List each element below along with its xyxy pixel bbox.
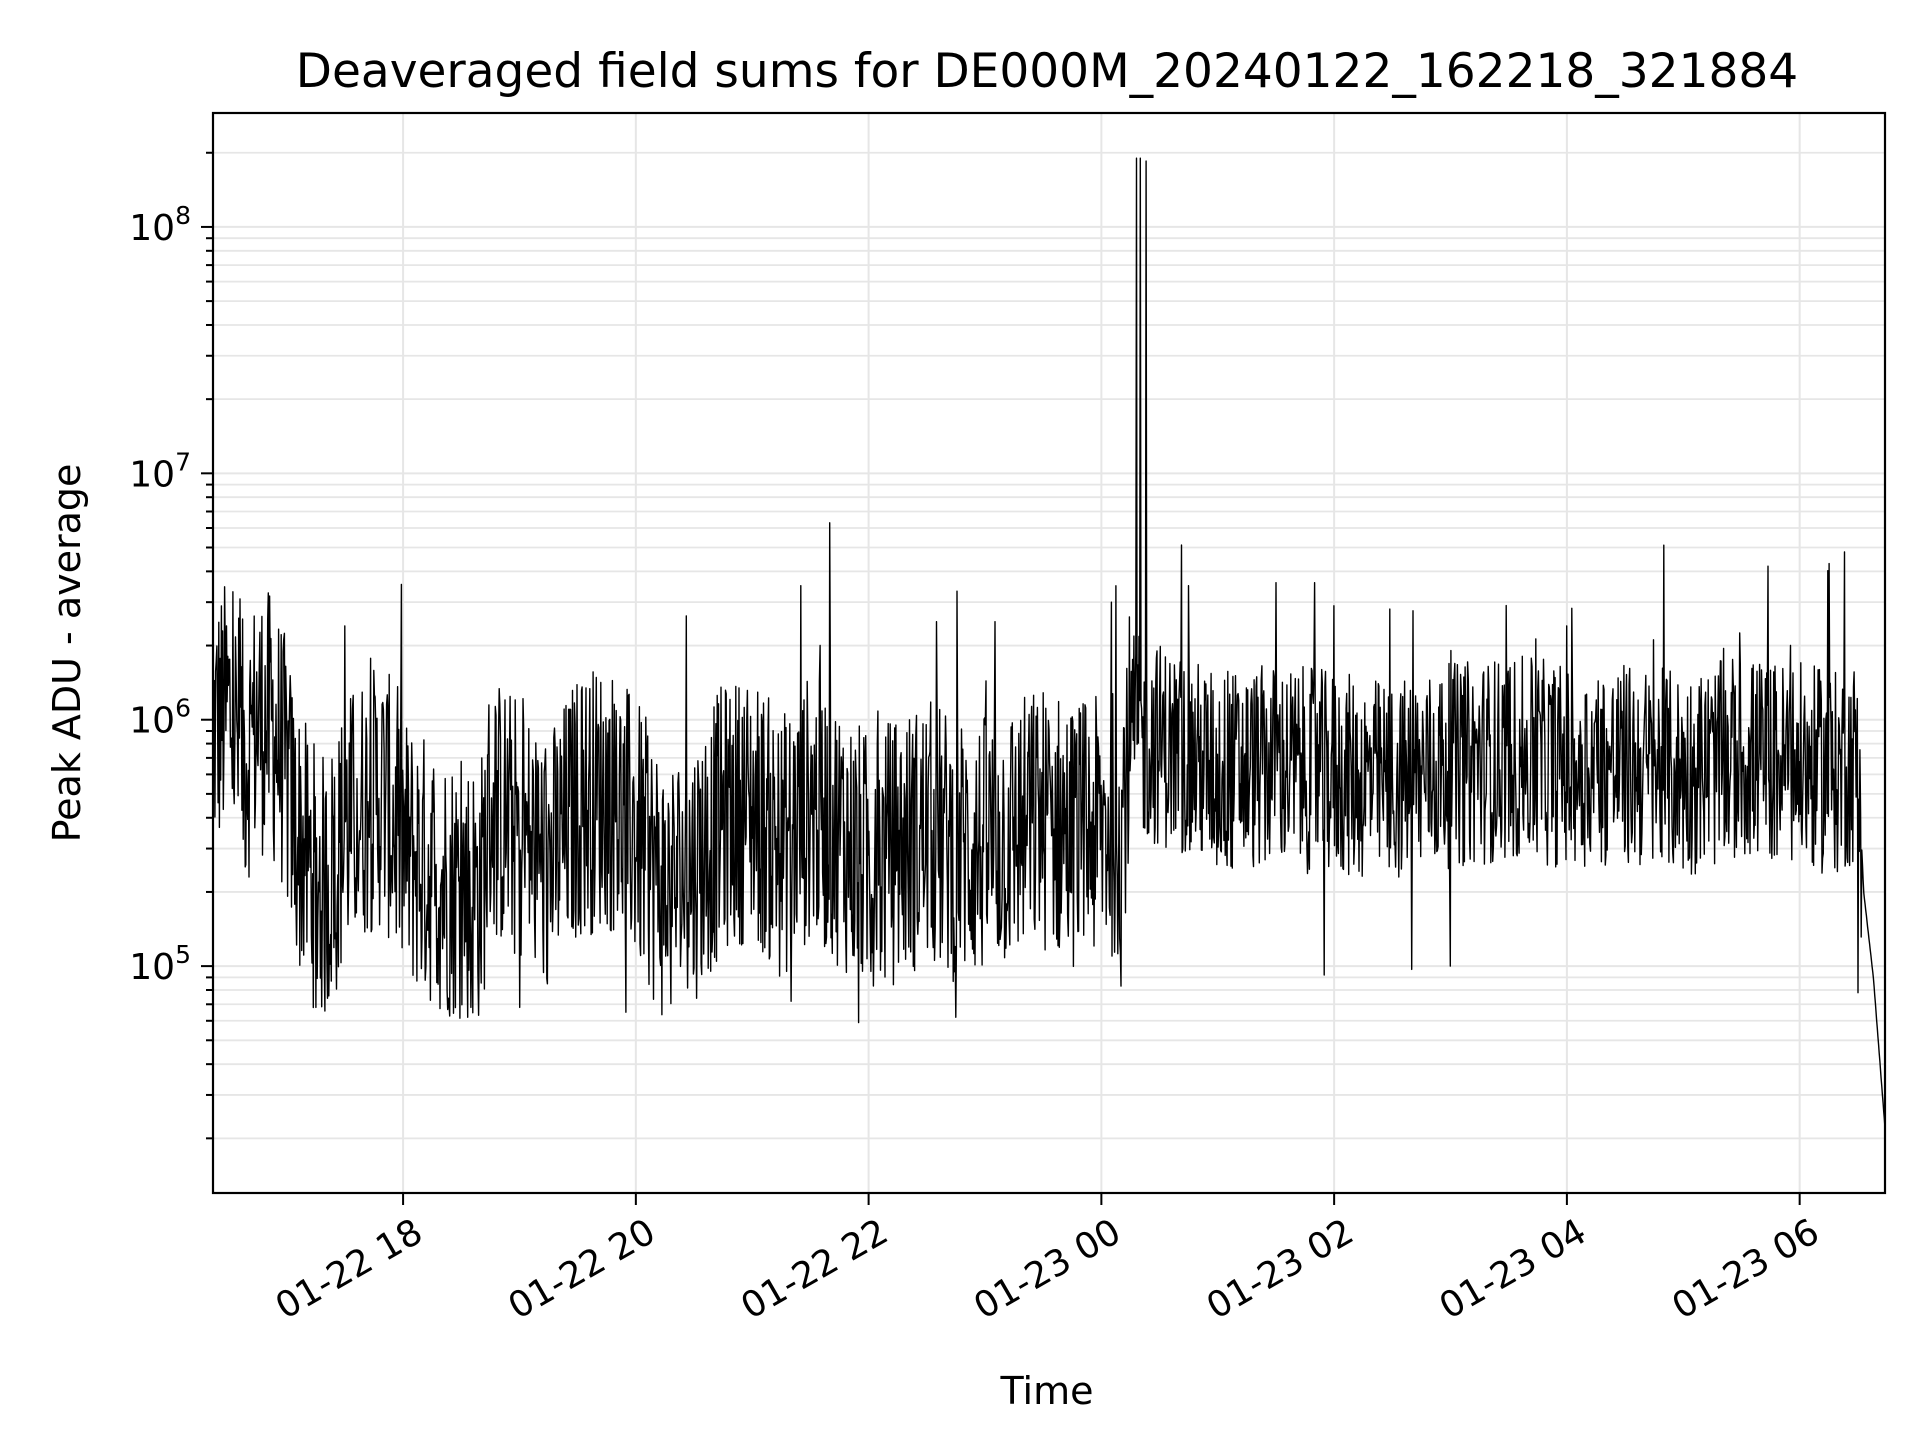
- x-tick-label: 01-22 22: [734, 1211, 895, 1327]
- y-tick-label: 108: [129, 201, 191, 249]
- x-tick-label: 01-23 00: [967, 1211, 1128, 1327]
- y-tick-label: 106: [129, 694, 191, 742]
- series-layer: [212, 157, 1886, 1129]
- series-line: [212, 157, 1886, 1129]
- x-tick-label: 01-22 18: [269, 1211, 430, 1327]
- y-tick-label: 107: [129, 447, 191, 495]
- plot-frame: [211, 111, 1887, 1195]
- x-axis-label: Time: [1000, 1369, 1094, 1413]
- y-axis-label: Peak ADU - average: [45, 464, 89, 843]
- x-tick-label: 01-23 04: [1433, 1211, 1594, 1327]
- x-tick-label: 01-23 06: [1665, 1211, 1826, 1327]
- x-tick-label: 01-22 20: [502, 1211, 663, 1327]
- y-tick-label: 105: [129, 940, 191, 988]
- grid: [213, 113, 1885, 1193]
- x-tick-label: 01-23 02: [1200, 1211, 1361, 1327]
- chart-title: Deaveraged field sums for DE000M_2024012…: [296, 44, 1798, 99]
